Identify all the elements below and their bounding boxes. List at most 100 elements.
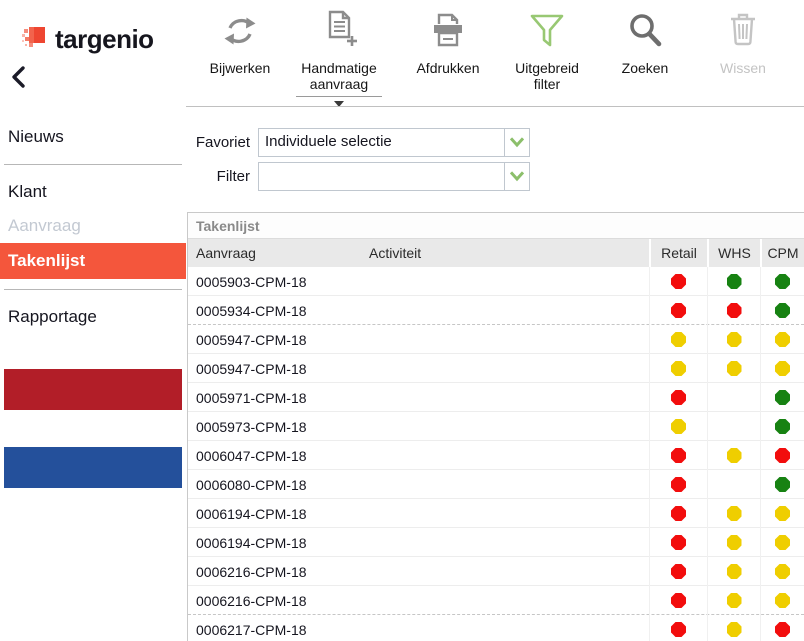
takenlijst-panel: Takenlijst Aanvraag Activiteit Retail WH… [187, 212, 804, 641]
cell-aanvraag: 0006194-CPM-18 [196, 534, 307, 551]
table-row[interactable]: 0005973-CPM-18 [188, 412, 804, 441]
refresh-icon [220, 6, 260, 56]
favoriet-combobox[interactable]: Individuele selectie [258, 128, 530, 157]
table-row[interactable]: 0006194-CPM-18 [188, 499, 804, 528]
cell-whs [707, 296, 760, 325]
app-logo-text: targenio [55, 24, 154, 54]
flag-red-bar [4, 369, 182, 410]
chevron-down-icon [510, 171, 524, 182]
cell-cpm [760, 499, 804, 528]
favoriet-value: Individuele selectie [265, 133, 392, 150]
status-dot-red [671, 593, 686, 608]
zoeken-button[interactable]: Zoeken [601, 6, 689, 76]
status-dot-yellow [726, 332, 742, 347]
cell-retail [649, 296, 707, 325]
status-dot-red [671, 564, 686, 579]
cell-whs [707, 528, 760, 557]
table-row[interactable]: 0006047-CPM-18 [188, 441, 804, 470]
cell-whs [707, 499, 760, 528]
cell-aanvraag: 0006216-CPM-18 [196, 563, 307, 580]
sidebar: targenio Nieuws Klant Aanvraag Takenlijs… [0, 0, 186, 641]
status-dot-red [671, 303, 686, 318]
favoriet-dropdown-button[interactable] [504, 129, 529, 156]
sidebar-item-nieuws[interactable]: Nieuws [8, 127, 64, 146]
cell-cpm [760, 354, 804, 383]
cell-aanvraag: 0005973-CPM-18 [196, 418, 307, 435]
flag-blue-bar [4, 447, 182, 488]
table-row[interactable]: 0005903-CPM-18 [188, 267, 804, 296]
zoeken-label: Zoeken [621, 60, 669, 76]
status-dot-red [671, 390, 686, 405]
cell-whs [707, 615, 760, 641]
status-dot-green [726, 274, 742, 289]
cell-aanvraag: 0005934-CPM-18 [196, 302, 307, 319]
cell-aanvraag: 0006216-CPM-18 [196, 592, 307, 609]
cell-cpm [760, 615, 804, 641]
cell-aanvraag: 0006047-CPM-18 [196, 447, 307, 464]
chevron-left-icon [8, 66, 30, 94]
cell-whs [707, 557, 760, 586]
status-dot-yellow [775, 564, 790, 579]
status-dot-yellow [775, 593, 790, 608]
cell-retail [649, 354, 707, 383]
column-header-whs[interactable]: WHS [707, 239, 760, 267]
table-row[interactable]: 0006194-CPM-18 [188, 528, 804, 557]
cell-whs [707, 354, 760, 383]
cell-aanvraag: 0006080-CPM-18 [196, 476, 307, 493]
cell-retail [649, 499, 707, 528]
handmatige-aanvraag-button[interactable]: Handmatige aanvraag [291, 6, 387, 108]
table-header: Aanvraag Activiteit Retail WHS CPM [188, 239, 804, 267]
bijwerken-button[interactable]: Bijwerken [196, 6, 284, 76]
cell-aanvraag: 0005947-CPM-18 [196, 360, 307, 377]
cell-retail [649, 586, 707, 615]
sidebar-item-klant[interactable]: Klant [8, 182, 47, 201]
cell-cpm [760, 267, 804, 296]
cell-aanvraag: 0005903-CPM-18 [196, 273, 307, 290]
status-dot-green [775, 274, 790, 289]
table-row[interactable]: 0005947-CPM-18 [188, 354, 804, 383]
status-dot-red [726, 303, 742, 318]
status-dot-green [775, 477, 790, 492]
filter-label: Filter [216, 168, 250, 185]
column-header-retail[interactable]: Retail [649, 239, 707, 267]
status-dot-yellow [671, 332, 686, 347]
column-header-aanvraag[interactable]: Aanvraag [196, 245, 256, 261]
column-header-cpm[interactable]: CPM [760, 239, 804, 267]
cell-whs [707, 267, 760, 296]
table-row[interactable]: 0006080-CPM-18 [188, 470, 804, 499]
favoriet-filter-row: Favoriet Individuele selectie [186, 128, 530, 157]
uitgebreid-filter-label: Uitgebreid filter [515, 60, 579, 93]
status-dot-yellow [775, 506, 790, 521]
status-dot-red [671, 274, 686, 289]
column-header-activiteit[interactable]: Activiteit [369, 245, 422, 261]
sidebar-item-takenlijst[interactable]: Takenlijst [0, 243, 186, 279]
status-dot-yellow [726, 448, 742, 463]
table-row[interactable]: 0006216-CPM-18 [188, 557, 804, 586]
afdrukken-button[interactable]: Afdrukken [398, 6, 498, 76]
uitgebreid-filter-button[interactable]: Uitgebreid filter [500, 6, 594, 92]
filter-combobox[interactable] [258, 162, 530, 191]
cell-whs [707, 383, 760, 412]
status-dot-yellow [775, 361, 790, 376]
cell-whs [707, 586, 760, 615]
sidebar-item-rapportage[interactable]: Rapportage [8, 307, 97, 326]
wissen-button: Wissen [698, 6, 788, 76]
filter-dropdown-button[interactable] [504, 163, 529, 190]
table-row[interactable]: 0005947-CPM-18 [188, 325, 804, 354]
table-body: 0005903-CPM-18 0005934-CPM-18 0005947-CP… [188, 267, 804, 641]
dropdown-caret-icon[interactable] [334, 101, 344, 108]
collapse-sidebar-button[interactable] [8, 64, 34, 92]
table-row[interactable]: 0006216-CPM-18 [188, 586, 804, 615]
cell-aanvraag: 0006194-CPM-18 [196, 505, 307, 522]
status-dot-red [775, 622, 790, 637]
cell-cpm [760, 528, 804, 557]
table-row[interactable]: 0005971-CPM-18 [188, 383, 804, 412]
chevron-down-icon [510, 137, 524, 148]
cell-retail [649, 441, 707, 470]
cell-cpm [760, 586, 804, 615]
cell-aanvraag: 0006217-CPM-18 [196, 621, 307, 638]
toolbar-divider [186, 106, 804, 107]
table-row[interactable]: 0006217-CPM-18 [188, 615, 804, 641]
table-row[interactable]: 0005934-CPM-18 [188, 296, 804, 325]
